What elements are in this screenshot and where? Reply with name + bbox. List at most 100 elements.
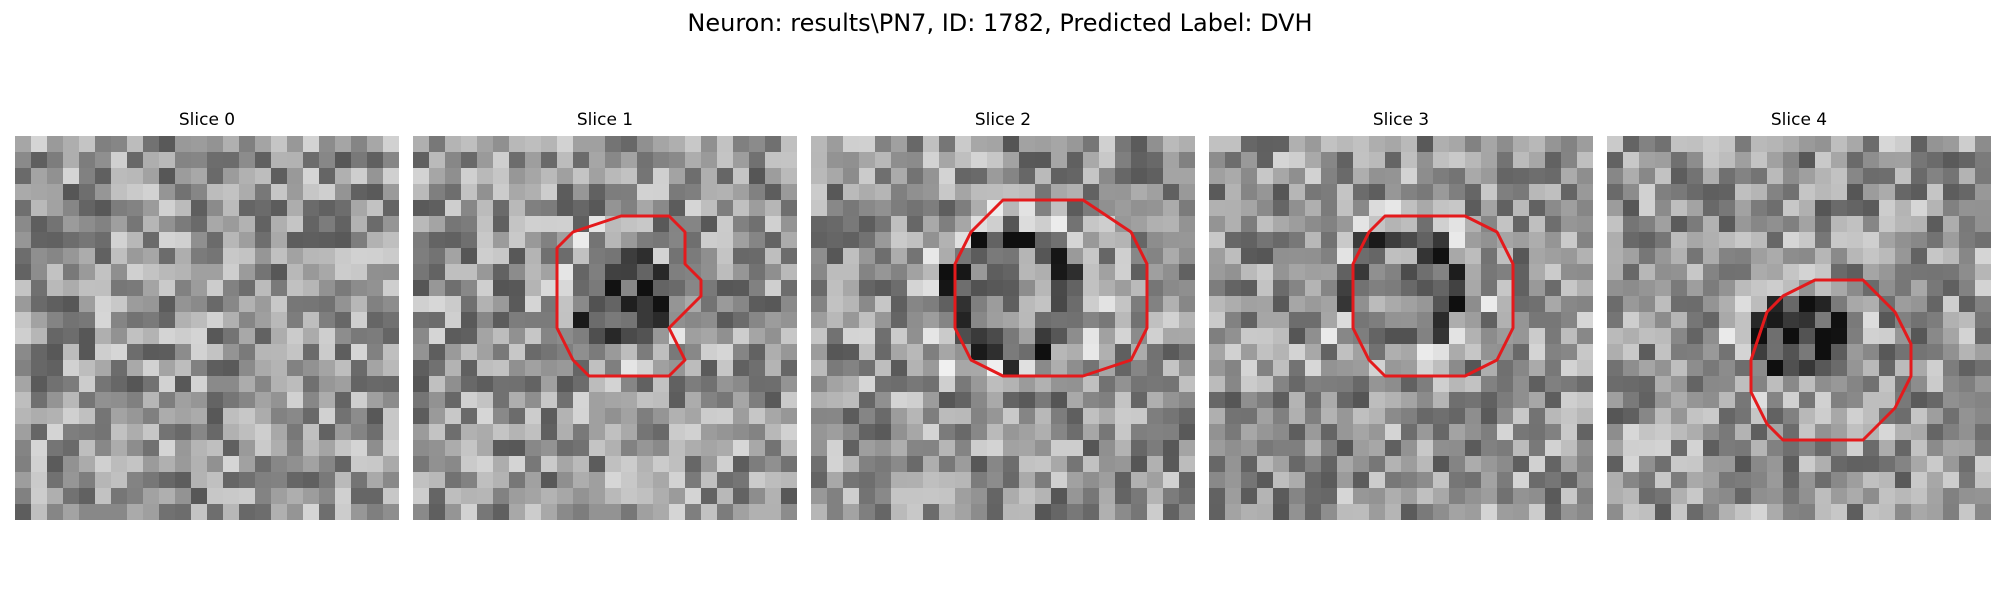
pixel: [637, 408, 653, 424]
pixel: [843, 232, 859, 248]
pixel: [1465, 200, 1481, 216]
pixel: [939, 440, 955, 456]
pixel: [223, 360, 239, 376]
pixel: [367, 232, 383, 248]
pixel: [63, 216, 79, 232]
pixel: [1241, 216, 1257, 232]
pixel: [95, 152, 111, 168]
pixel: [1577, 376, 1593, 392]
pixel: [749, 392, 765, 408]
pixel: [1703, 248, 1719, 264]
pixel: [1433, 344, 1449, 360]
pixel: [1083, 424, 1099, 440]
pixel: [891, 184, 907, 200]
pixel: [95, 280, 111, 296]
pixel: [939, 136, 955, 152]
pixel: [891, 504, 907, 520]
pixel: [47, 136, 63, 152]
pixel: [127, 456, 143, 472]
pixel: [971, 264, 987, 280]
pixel: [1433, 200, 1449, 216]
pixel: [47, 376, 63, 392]
pixel: [1163, 488, 1179, 504]
pixel: [827, 136, 843, 152]
pixel: [63, 136, 79, 152]
pixel: [1433, 248, 1449, 264]
pixel: [1019, 264, 1035, 280]
pixel: [271, 424, 287, 440]
pixel: [859, 360, 875, 376]
pixel: [811, 312, 827, 328]
pixel: [1959, 504, 1975, 520]
pixel: [781, 376, 797, 392]
pixel: [653, 360, 669, 376]
pixel: [445, 360, 461, 376]
pixel: [1975, 424, 1991, 440]
pixel: [143, 184, 159, 200]
pixel: [1131, 392, 1147, 408]
pixel: [557, 392, 573, 408]
pixel: [557, 136, 573, 152]
pixel: [1655, 216, 1671, 232]
pixel: [843, 360, 859, 376]
pixel: [159, 504, 175, 520]
pixel: [461, 264, 477, 280]
pixel: [143, 200, 159, 216]
pixel: [1449, 344, 1465, 360]
pixel: [1959, 328, 1975, 344]
pixel: [525, 216, 541, 232]
pixel: [1465, 456, 1481, 472]
pixel: [1179, 424, 1195, 440]
pixel: [1353, 184, 1369, 200]
pixel: [127, 136, 143, 152]
pixel: [31, 232, 47, 248]
pixel: [923, 440, 939, 456]
pixel: [939, 424, 955, 440]
pixel: [1687, 200, 1703, 216]
pixel: [159, 392, 175, 408]
pixel: [1767, 216, 1783, 232]
pixel: [127, 424, 143, 440]
pixel: [1783, 200, 1799, 216]
pixel: [1163, 408, 1179, 424]
pixel: [1035, 456, 1051, 472]
pixel: [429, 200, 445, 216]
pixel: [1273, 424, 1289, 440]
pixel: [1083, 296, 1099, 312]
pixel: [1465, 504, 1481, 520]
pixel: [843, 456, 859, 472]
pixel: [939, 376, 955, 392]
pixel: [1497, 184, 1513, 200]
pixel: [1719, 424, 1735, 440]
pixel: [429, 296, 445, 312]
pixel: [717, 488, 733, 504]
pixel: [445, 136, 461, 152]
pixel: [287, 376, 303, 392]
pixel: [541, 456, 557, 472]
pixel: [1863, 376, 1879, 392]
pixel: [1607, 440, 1623, 456]
pixel: [749, 344, 765, 360]
pixel: [621, 280, 637, 296]
pixel: [637, 328, 653, 344]
pixel: [79, 472, 95, 488]
pixel: [669, 392, 685, 408]
pixel: [1321, 216, 1337, 232]
pixel: [159, 440, 175, 456]
pixel: [429, 232, 445, 248]
pixel: [1289, 456, 1305, 472]
pixel: [1927, 328, 1943, 344]
pixel: [923, 392, 939, 408]
pixel: [127, 408, 143, 424]
pixel: [605, 488, 621, 504]
pixel: [1607, 184, 1623, 200]
pixel: [1163, 424, 1179, 440]
pixel: [111, 184, 127, 200]
pixel: [1481, 216, 1497, 232]
pixel: [1497, 376, 1513, 392]
pixel: [445, 488, 461, 504]
pixel: [1895, 392, 1911, 408]
pixel: [1067, 152, 1083, 168]
pixel: [367, 456, 383, 472]
pixel: [1163, 296, 1179, 312]
